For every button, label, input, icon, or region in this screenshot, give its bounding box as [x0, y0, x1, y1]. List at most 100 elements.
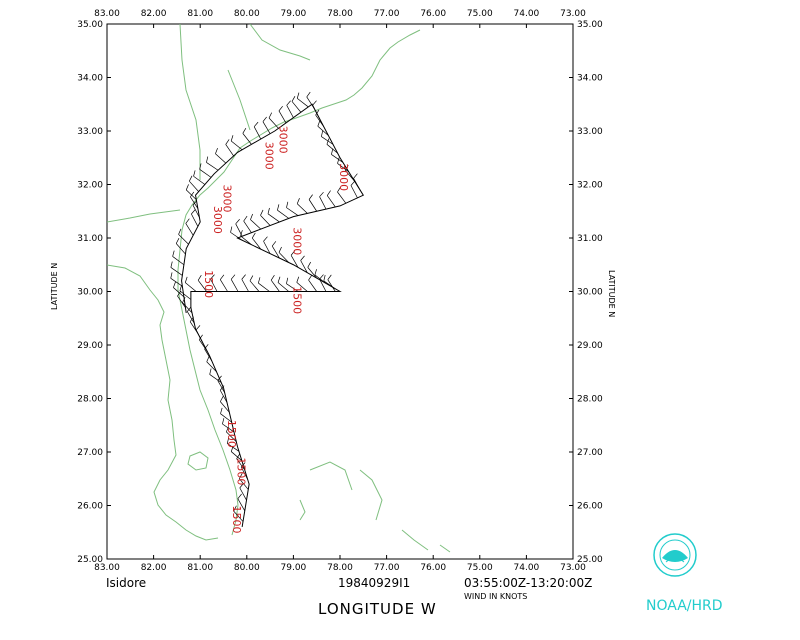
- wind-barb-flag: [331, 148, 334, 155]
- wind-barb: [189, 180, 199, 192]
- y-tick-label-right: 30.00: [577, 288, 603, 298]
- wind-barb-flag: [184, 276, 188, 283]
- altitude-label: 1500: [202, 270, 215, 298]
- wind-barb-flag: [337, 186, 341, 193]
- wind-barb: [267, 213, 280, 223]
- wind-barb-flag: [296, 198, 300, 204]
- axis-ticks: 83.00 83.00 82.00 82.00 81.00 81.00 80.00 80.00…: [77, 9, 603, 573]
- wind-barb: [321, 136, 334, 145]
- wind-barb: [251, 237, 262, 250]
- y-tick-label-left: 26.00: [77, 502, 103, 512]
- wind-barb: [182, 302, 193, 314]
- wind-barb-flag: [308, 274, 313, 281]
- y-axis-title-right: LATITUDE N: [607, 270, 616, 318]
- wind-barb-flag: [209, 368, 212, 375]
- wind-barb: [314, 274, 327, 284]
- wind-barb-flag: [225, 139, 230, 145]
- wind-barb: [230, 279, 239, 292]
- wind-barb: [326, 195, 336, 208]
- wind-barb-flag: [258, 277, 261, 284]
- wind-barb: [187, 311, 195, 324]
- wind-barb: [306, 96, 315, 109]
- wind-barb-flag: [323, 274, 326, 281]
- wind-barb-flag: [185, 218, 190, 224]
- wind-barb: [185, 223, 194, 236]
- y-axis-title-left: LATITUDE N: [50, 262, 59, 310]
- x-tick-label-bottom: 75.00: [467, 563, 493, 573]
- wind-barb-flag: [278, 105, 283, 112]
- wind-barb-flag: [353, 173, 358, 179]
- wind-barb-flag: [315, 109, 320, 116]
- wind-barb-flag: [270, 274, 275, 281]
- wind-barb: [277, 209, 289, 219]
- x-tick-label-bottom: 73.00: [560, 563, 586, 573]
- y-tick-label-right: 31.00: [577, 234, 603, 244]
- wind-barbs: [170, 91, 361, 522]
- wind-barb-flag: [350, 180, 356, 186]
- wind-barb-flag: [198, 334, 203, 340]
- wind-barb: [278, 252, 289, 263]
- wind-barb: [260, 215, 271, 226]
- wind-barb: [278, 110, 287, 124]
- x-tick-label-bottom: 81.00: [187, 563, 213, 573]
- wind-barb-flag: [239, 483, 244, 489]
- wind-barb-flag: [243, 215, 248, 222]
- wind-barb: [353, 178, 361, 191]
- altitude-label: 3000: [337, 163, 350, 191]
- wind-barb-flag: [253, 121, 259, 127]
- wind-barb: [296, 203, 308, 214]
- wind-barb: [268, 117, 279, 129]
- x-tick-label-top: 76.00: [420, 9, 446, 19]
- altitude-labels: 3000300030003000300030001500150015001500…: [202, 126, 350, 534]
- wind-barb-flag: [210, 274, 215, 280]
- wind-barb: [263, 241, 271, 254]
- wind-barb: [173, 287, 185, 298]
- wind-barb-flag: [290, 250, 296, 256]
- altitude-label: 1500: [230, 506, 243, 534]
- wind-barb: [319, 278, 327, 292]
- x-axis-title: LONGITUDE W: [318, 600, 437, 618]
- wind-barb: [262, 121, 271, 134]
- flight-track-line: [181, 103, 365, 527]
- wind-barb-flag: [219, 274, 225, 280]
- x-tick-label-top: 75.00: [467, 9, 493, 19]
- altitude-label: 3000: [221, 185, 234, 213]
- wind-barb-flag: [173, 281, 176, 288]
- wind-barb: [319, 196, 327, 210]
- wind-barb: [227, 443, 240, 452]
- wind-barb: [222, 423, 235, 433]
- wind-barb-flag: [260, 209, 264, 216]
- wind-barb: [230, 451, 243, 461]
- wind-barb: [286, 283, 299, 292]
- wind-barb-flag: [300, 255, 305, 261]
- wind-barb-flag: [251, 232, 256, 239]
- wind-barb-flag: [286, 277, 289, 284]
- wind-barb-flag: [307, 261, 311, 268]
- wind-barb-flag: [215, 147, 218, 154]
- wind-barb: [199, 169, 212, 178]
- wind-barb-flag: [327, 274, 332, 280]
- wind-barb: [190, 196, 199, 209]
- wind-barb-flag: [170, 272, 173, 279]
- x-tick-label-top: 74.00: [514, 9, 540, 19]
- wind-barb: [350, 185, 358, 199]
- wind-barb-flag: [182, 297, 186, 303]
- wind-barb-flag: [277, 276, 281, 283]
- wind-barb: [197, 280, 207, 292]
- wind-barb: [220, 401, 230, 413]
- wind-barb-flag: [296, 92, 300, 99]
- wind-barb: [172, 256, 185, 266]
- wind-barb: [337, 191, 347, 204]
- wind-barb-flag: [230, 135, 234, 142]
- wind-barb-flag: [321, 130, 324, 137]
- wind-barb: [237, 498, 246, 512]
- coastline-east: [177, 29, 421, 536]
- y-tick-label-left: 34.00: [77, 74, 103, 84]
- wind-barb: [307, 267, 317, 279]
- wind-barb: [270, 279, 280, 292]
- wind-barb-flag: [192, 200, 198, 206]
- x-tick-label-top: 81.00: [187, 9, 213, 19]
- wind-barb: [193, 175, 206, 185]
- plot-area: 3000300030003000300030001500150015001500…: [107, 24, 451, 553]
- y-tick-label-left: 25.00: [77, 555, 103, 565]
